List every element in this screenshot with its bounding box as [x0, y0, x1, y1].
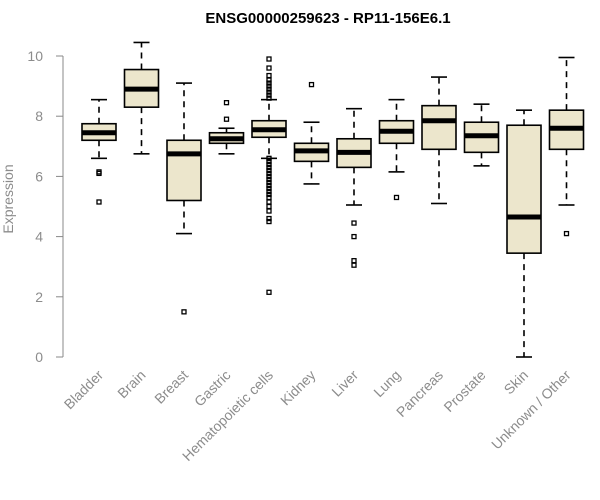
- boxes: [81, 41, 585, 358]
- outlier-point: [223, 100, 230, 106]
- outlier-point: [266, 89, 272, 95]
- y-tick-label: 2: [35, 289, 43, 305]
- box-iqr: [421, 104, 457, 151]
- outlier-point: [266, 83, 272, 89]
- outlier-point: [266, 203, 272, 210]
- box-group: [123, 41, 160, 155]
- outlier-point: [266, 86, 272, 92]
- outlier-point: [393, 194, 400, 201]
- chart-title: ENSG00000259623 - RP11-156E6.1: [205, 10, 450, 27]
- outlier-point: [266, 95, 272, 101]
- y-tick-label: 4: [35, 229, 43, 245]
- x-tick-label: Liver: [328, 367, 361, 400]
- outlier-point: [266, 92, 272, 98]
- outlier-point: [351, 262, 357, 268]
- outlier-point: [181, 309, 187, 315]
- outlier-point: [266, 173, 272, 180]
- outlier-point: [308, 81, 315, 88]
- x-tick-label: Kidney: [277, 367, 319, 409]
- outlier-point: [266, 65, 272, 71]
- outlier-point: [563, 230, 570, 237]
- box-group: [166, 82, 202, 315]
- outlier-point: [266, 161, 272, 168]
- y-ticks: 0 2 4 6 8 10: [27, 48, 63, 365]
- y-tick-label: 10: [27, 48, 43, 64]
- outlier-point: [266, 179, 272, 186]
- outlier-point: [266, 208, 272, 214]
- box-group: [81, 98, 117, 205]
- outlier-point: [266, 188, 272, 195]
- outlier-point: [351, 258, 357, 264]
- box-iqr: [166, 139, 202, 202]
- outlier-point: [266, 199, 272, 205]
- outlier-point: [266, 77, 272, 83]
- outlier-point: [266, 164, 272, 171]
- outlier-point: [266, 194, 272, 201]
- box-group: [548, 56, 585, 237]
- outlier-point: [96, 170, 102, 177]
- y-tick-label: 6: [35, 168, 43, 184]
- y-tick-label: 0: [35, 349, 43, 365]
- outlier-point: [223, 116, 230, 122]
- box-group: [293, 81, 330, 185]
- outlier-point: [266, 72, 272, 79]
- outlier-point: [266, 218, 272, 225]
- outlier-point: [266, 158, 272, 165]
- outlier-point: [351, 220, 357, 226]
- x-tick-label: Lung: [370, 367, 403, 400]
- box-iqr: [506, 124, 542, 254]
- x-tick-label: Pancreas: [393, 367, 446, 420]
- box-group: [378, 98, 415, 201]
- x-tick-label: Unknown / Other: [488, 367, 574, 453]
- outlier-point: [266, 215, 272, 222]
- box-group: [463, 103, 500, 167]
- box-group: [421, 76, 457, 205]
- outlier-point: [266, 167, 272, 174]
- y-axis-label: Expression: [0, 164, 16, 233]
- box-group: [336, 107, 372, 268]
- outlier-point: [266, 170, 272, 177]
- outlier-point: [266, 80, 272, 86]
- outlier-point: [266, 185, 272, 192]
- y-tick-label: 8: [35, 108, 43, 124]
- x-tick-label: Prostate: [440, 367, 488, 415]
- x-tick-label: Brain: [114, 367, 148, 401]
- outlier-point: [266, 191, 272, 198]
- x-tick-label: Breast: [151, 367, 191, 407]
- outlier-point: [266, 56, 272, 62]
- outlier-point: [96, 199, 102, 205]
- outlier-point: [266, 182, 272, 189]
- outlier-point: [266, 155, 272, 161]
- box-group: [208, 100, 245, 155]
- outlier-point: [266, 176, 272, 183]
- x-tick-label: Bladder: [61, 367, 107, 413]
- outlier-point: [351, 233, 357, 240]
- box-group: [251, 56, 287, 295]
- box-group: [506, 109, 542, 358]
- outlier-point: [266, 289, 272, 295]
- x-tick-label: Skin: [501, 367, 532, 398]
